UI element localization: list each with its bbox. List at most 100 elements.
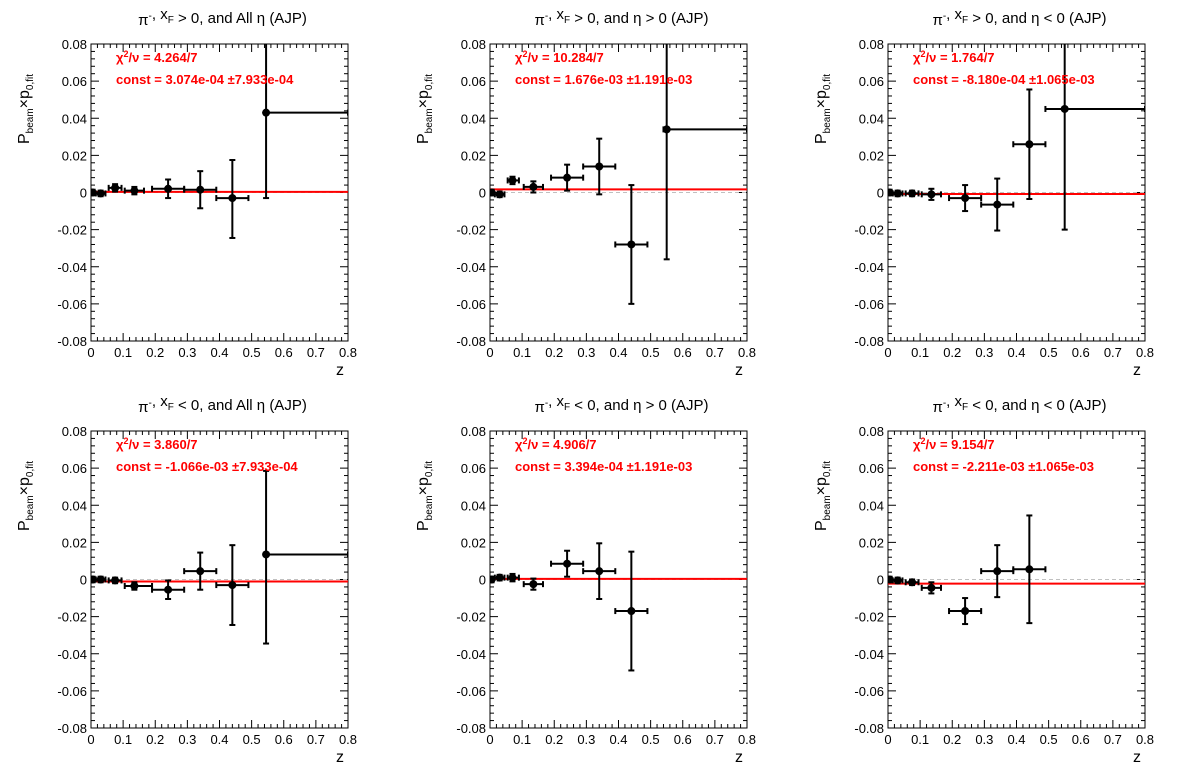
x-tick-label: 0.8 bbox=[1136, 345, 1154, 360]
x-tick-label: 0.1 bbox=[513, 345, 531, 360]
data-point bbox=[228, 581, 237, 590]
chart-title-1: π-, xF > 0, and η > 0 (AJP) bbox=[534, 6, 708, 29]
y-tick-label: 0.04 bbox=[859, 111, 884, 126]
y-tick-label: -0.06 bbox=[57, 297, 87, 312]
y-tick-label: 0.06 bbox=[461, 74, 486, 89]
y-tick-label: 0.04 bbox=[62, 498, 87, 513]
data-point bbox=[196, 185, 205, 194]
y-tick-label: 0.04 bbox=[461, 498, 486, 513]
x-axis-label-0: z bbox=[336, 362, 344, 379]
x-axis-label-5: z bbox=[1133, 749, 1141, 766]
data-point bbox=[627, 607, 636, 616]
data-point bbox=[164, 184, 173, 193]
y-tick-label: -0.02 bbox=[854, 223, 884, 238]
data-point bbox=[130, 581, 139, 590]
y-tick-label: -0.02 bbox=[456, 610, 486, 625]
chart-title-2: π-, xF > 0, and η < 0 (AJP) bbox=[932, 6, 1106, 29]
x-tick-label: 0.2 bbox=[146, 732, 164, 747]
data-point bbox=[1025, 565, 1034, 574]
x-tick-label: 0.4 bbox=[210, 345, 228, 360]
x-tick-label: 0.4 bbox=[609, 732, 627, 747]
y-tick-label: 0.02 bbox=[62, 535, 87, 550]
x-tick-label: 0.3 bbox=[975, 345, 993, 360]
y-tick-label: 0 bbox=[479, 186, 486, 201]
x-tick-label: 0.6 bbox=[1072, 732, 1090, 747]
data-point bbox=[893, 576, 902, 585]
x-tick-label: 0.5 bbox=[1040, 345, 1058, 360]
x-tick-label: 0.1 bbox=[114, 732, 132, 747]
y-tick-label: -0.08 bbox=[57, 334, 87, 349]
y-tick-label: 0.06 bbox=[62, 74, 87, 89]
data-point bbox=[1025, 140, 1034, 149]
y-axis-label-2: Pbeam×p0,fit bbox=[813, 74, 833, 144]
chart-panel-5: π-, xF < 0, and η < 0 (AJP) -0.08 -0.06 -0.… bbox=[813, 393, 1154, 766]
data-point bbox=[164, 585, 173, 594]
fit-const-label-5: const = -2.211e-03 ±1.065e-03 bbox=[913, 459, 1094, 474]
x-tick-label: 0.1 bbox=[911, 732, 929, 747]
y-tick-label: 0.02 bbox=[859, 535, 884, 550]
x-tick-label: 0.1 bbox=[114, 345, 132, 360]
data-point bbox=[908, 189, 917, 198]
y-tick-label: -0.04 bbox=[57, 260, 87, 275]
data-point bbox=[130, 186, 139, 195]
data-point bbox=[495, 573, 504, 582]
y-tick-label: -0.06 bbox=[57, 684, 87, 699]
chart-title-4: π-, xF < 0, and η > 0 (AJP) bbox=[534, 393, 708, 416]
data-point bbox=[508, 573, 517, 582]
fit-const-label-4: const = 3.394e-04 ±1.191e-03 bbox=[515, 459, 692, 474]
data-point bbox=[495, 190, 504, 199]
x-tick-label: 0.3 bbox=[577, 732, 595, 747]
x-tick-label: 0.7 bbox=[307, 345, 325, 360]
fit-const-label-0: const = 3.074e-04 ±7.933e-04 bbox=[116, 72, 294, 87]
y-tick-label: -0.04 bbox=[854, 647, 884, 662]
x-tick-label: 0.8 bbox=[339, 732, 357, 747]
y-tick-label: -0.06 bbox=[456, 297, 486, 312]
data-series-5 bbox=[888, 514, 1047, 626]
y-tick-label: -0.04 bbox=[456, 647, 486, 662]
data-point bbox=[563, 173, 572, 182]
x-tick-label: 0.7 bbox=[307, 732, 325, 747]
fit-chi2-label-1: χ2/ν = 10.284/7 bbox=[515, 49, 604, 65]
x-tick-label: 0.5 bbox=[243, 345, 261, 360]
y-tick-label: 0.06 bbox=[461, 461, 486, 476]
y-tick-label: -0.04 bbox=[456, 260, 486, 275]
y-tick-label: -0.08 bbox=[456, 334, 486, 349]
x-tick-label: 0.5 bbox=[642, 345, 660, 360]
data-point bbox=[927, 190, 936, 199]
data-point bbox=[961, 607, 970, 616]
y-tick-label: 0.08 bbox=[461, 37, 486, 52]
y-tick-label: 0.02 bbox=[461, 535, 486, 550]
fit-const-label-3: const = -1.066e-03 ±7.933e-04 bbox=[116, 459, 298, 474]
data-point bbox=[529, 580, 538, 589]
x-tick-label: 0.8 bbox=[339, 345, 357, 360]
y-tick-label: -0.08 bbox=[854, 721, 884, 736]
x-tick-label: 0.7 bbox=[706, 345, 724, 360]
fit-const-label-2: const = -8.180e-04 ±1.065e-03 bbox=[913, 72, 1095, 87]
x-tick-label: 0.4 bbox=[1007, 345, 1025, 360]
y-tick-label: 0.02 bbox=[859, 148, 884, 163]
y-tick-label: 0.04 bbox=[62, 111, 87, 126]
x-tick-label: 0.7 bbox=[706, 732, 724, 747]
y-tick-label: -0.06 bbox=[456, 684, 486, 699]
y-axis-label-0: Pbeam×p0,fit bbox=[16, 74, 36, 144]
data-point bbox=[262, 550, 271, 559]
x-tick-label: 0.6 bbox=[674, 732, 692, 747]
x-tick-label: 0.6 bbox=[275, 732, 293, 747]
data-point bbox=[508, 176, 517, 185]
x-tick-label: 0 bbox=[884, 345, 891, 360]
data-point bbox=[893, 189, 902, 198]
data-series-1 bbox=[490, 44, 747, 305]
chart-panel-0: π-, xF > 0, and All η (AJP) -0.08 -0.06 -0.… bbox=[16, 6, 357, 379]
x-tick-label: 0.8 bbox=[1136, 732, 1154, 747]
y-tick-label: 0.08 bbox=[62, 424, 87, 439]
y-tick-label: 0.08 bbox=[461, 424, 486, 439]
data-point bbox=[993, 200, 1002, 209]
data-point bbox=[908, 578, 917, 587]
y-tick-label: 0 bbox=[877, 186, 884, 201]
y-tick-label: 0.04 bbox=[461, 111, 486, 126]
y-tick-label: 0.02 bbox=[62, 148, 87, 163]
y-tick-label: -0.02 bbox=[57, 223, 87, 238]
y-tick-label: 0.06 bbox=[859, 461, 884, 476]
data-point bbox=[96, 189, 105, 198]
chart-title-3: π-, xF < 0, and All η (AJP) bbox=[138, 393, 307, 416]
